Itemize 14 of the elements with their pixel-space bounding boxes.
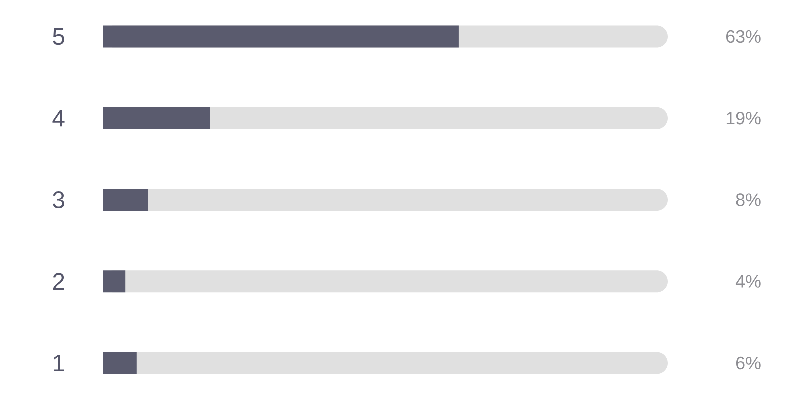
y-tick-label: 3 <box>53 192 64 208</box>
data-label: 6% <box>736 356 761 370</box>
data-label: 19% <box>726 112 761 125</box>
bar <box>103 352 137 374</box>
y-tick-label: 4 <box>52 110 65 127</box>
data-label: 63% <box>726 30 761 44</box>
data-label: 8% <box>736 194 761 206</box>
data-label: 4% <box>736 275 761 288</box>
bar <box>103 189 148 212</box>
bar <box>103 107 210 130</box>
bar <box>103 270 126 293</box>
y-tick-label: 5 <box>53 28 64 46</box>
y-tick-label: 1 <box>54 355 64 372</box>
y-tick-label: 2 <box>53 273 64 290</box>
